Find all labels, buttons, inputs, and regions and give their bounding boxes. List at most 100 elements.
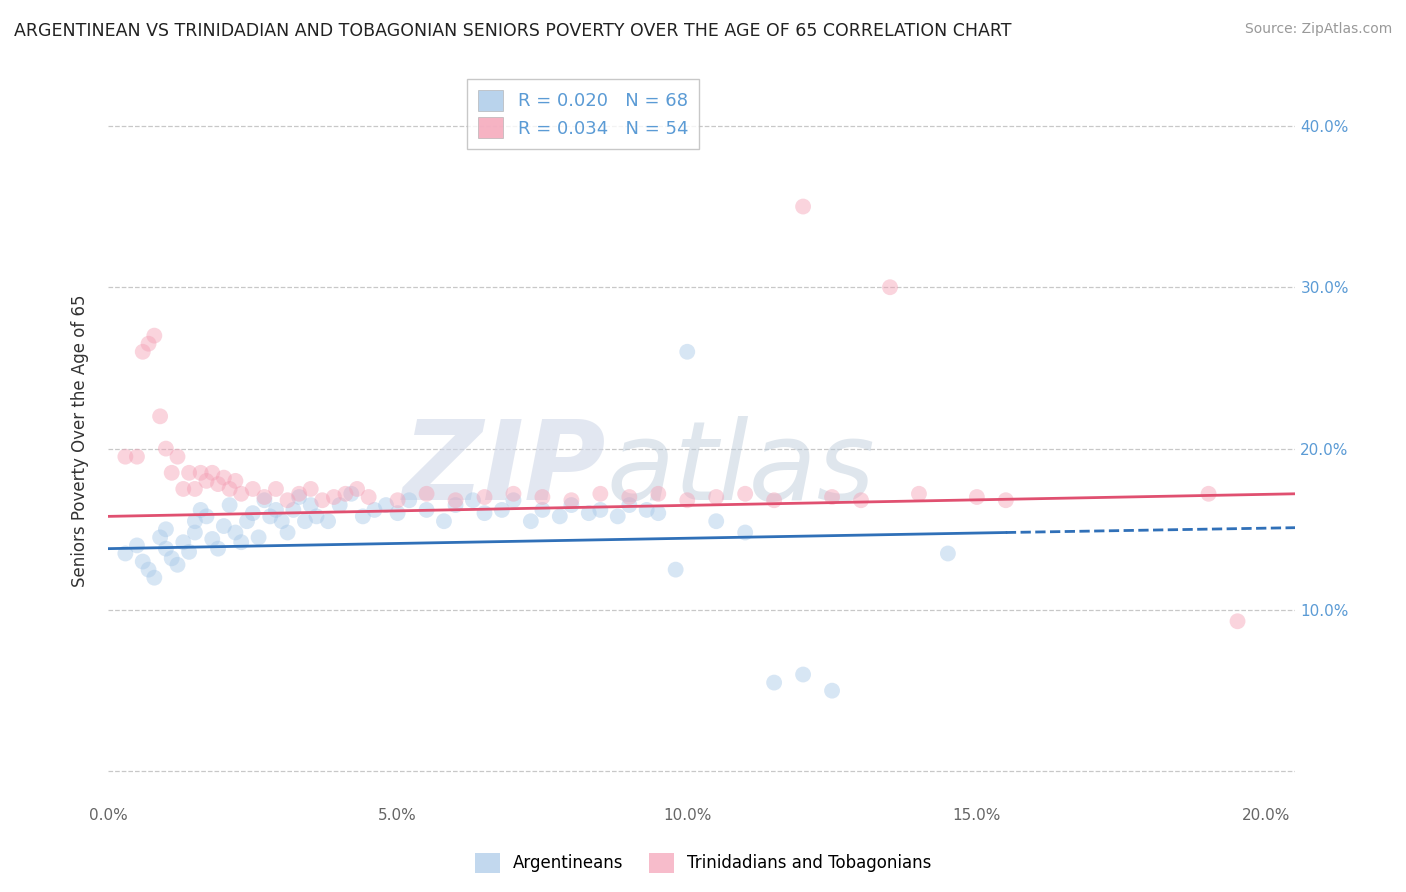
Point [316,514,339,528]
Point [277,493,299,508]
Point [155,541,177,556]
Point [177,466,200,480]
Point [155,522,177,536]
Point [283,503,305,517]
Point [560,493,582,508]
Point [606,509,628,524]
Point [207,477,229,491]
Point [184,514,207,528]
Point [415,487,437,501]
Point [704,514,727,528]
Point [138,563,160,577]
Point [114,547,136,561]
Point [294,514,316,528]
Point [138,336,160,351]
Point [398,493,420,508]
Point [299,498,322,512]
Point [821,490,844,504]
Point [247,530,270,544]
Point [578,506,600,520]
Point [520,514,543,528]
Point [704,490,727,504]
Point [114,450,136,464]
Point [253,490,276,504]
Point [166,450,188,464]
Point [201,532,224,546]
Point [329,498,352,512]
Point [619,490,641,504]
Point [190,466,212,480]
Point [966,490,988,504]
Text: ARGENTINEAN VS TRINIDADIAN AND TOBAGONIAN SENIORS POVERTY OVER THE AGE OF 65 COR: ARGENTINEAN VS TRINIDADIAN AND TOBAGONIA… [14,22,1011,40]
Point [288,487,311,501]
Point [270,514,292,528]
Point [346,482,368,496]
Point [231,487,253,501]
Point [340,487,363,501]
Point [461,493,484,508]
Point [474,490,496,504]
Point [994,493,1017,508]
Point [357,490,380,504]
Point [253,493,276,508]
Point [125,450,148,464]
Point [195,509,218,524]
Point [491,503,513,517]
Point [763,493,786,508]
Point [444,498,467,512]
Point [821,683,844,698]
Legend: R = 0.020   N = 68, R = 0.034   N = 54: R = 0.020 N = 68, R = 0.034 N = 54 [467,79,699,149]
Point [143,571,166,585]
Point [231,535,253,549]
Text: Source: ZipAtlas.com: Source: ZipAtlas.com [1244,22,1392,37]
Point [589,503,612,517]
Point [149,409,172,424]
Point [636,503,658,517]
Point [264,482,287,496]
Point [531,490,554,504]
Text: atlas: atlas [607,416,876,523]
Point [149,530,172,544]
Point [589,487,612,501]
Point [177,545,200,559]
Point [155,442,177,456]
Point [212,519,235,533]
Point [143,328,166,343]
Point [218,498,240,512]
Point [125,538,148,552]
Point [207,541,229,556]
Point [387,493,409,508]
Point [792,200,814,214]
Point [433,514,456,528]
Point [335,487,357,501]
Point [172,535,194,549]
Point [132,344,155,359]
Point [160,466,183,480]
Point [352,509,374,524]
Point [415,503,437,517]
Point [190,503,212,517]
Point [444,493,467,508]
Point [763,675,786,690]
Point [1198,487,1220,501]
Point [132,555,155,569]
Point [236,514,259,528]
Point [212,470,235,484]
Point [201,466,224,480]
Point [172,482,194,496]
Point [160,551,183,566]
Point [259,509,281,524]
Point [1226,614,1249,628]
Point [502,493,524,508]
Point [242,482,264,496]
Point [792,667,814,681]
Point [218,482,240,496]
Point [224,525,246,540]
Point [242,506,264,520]
Point [474,506,496,520]
Point [908,487,931,501]
Point [166,558,188,572]
Point [184,525,207,540]
Point [277,525,299,540]
Point [288,490,311,504]
